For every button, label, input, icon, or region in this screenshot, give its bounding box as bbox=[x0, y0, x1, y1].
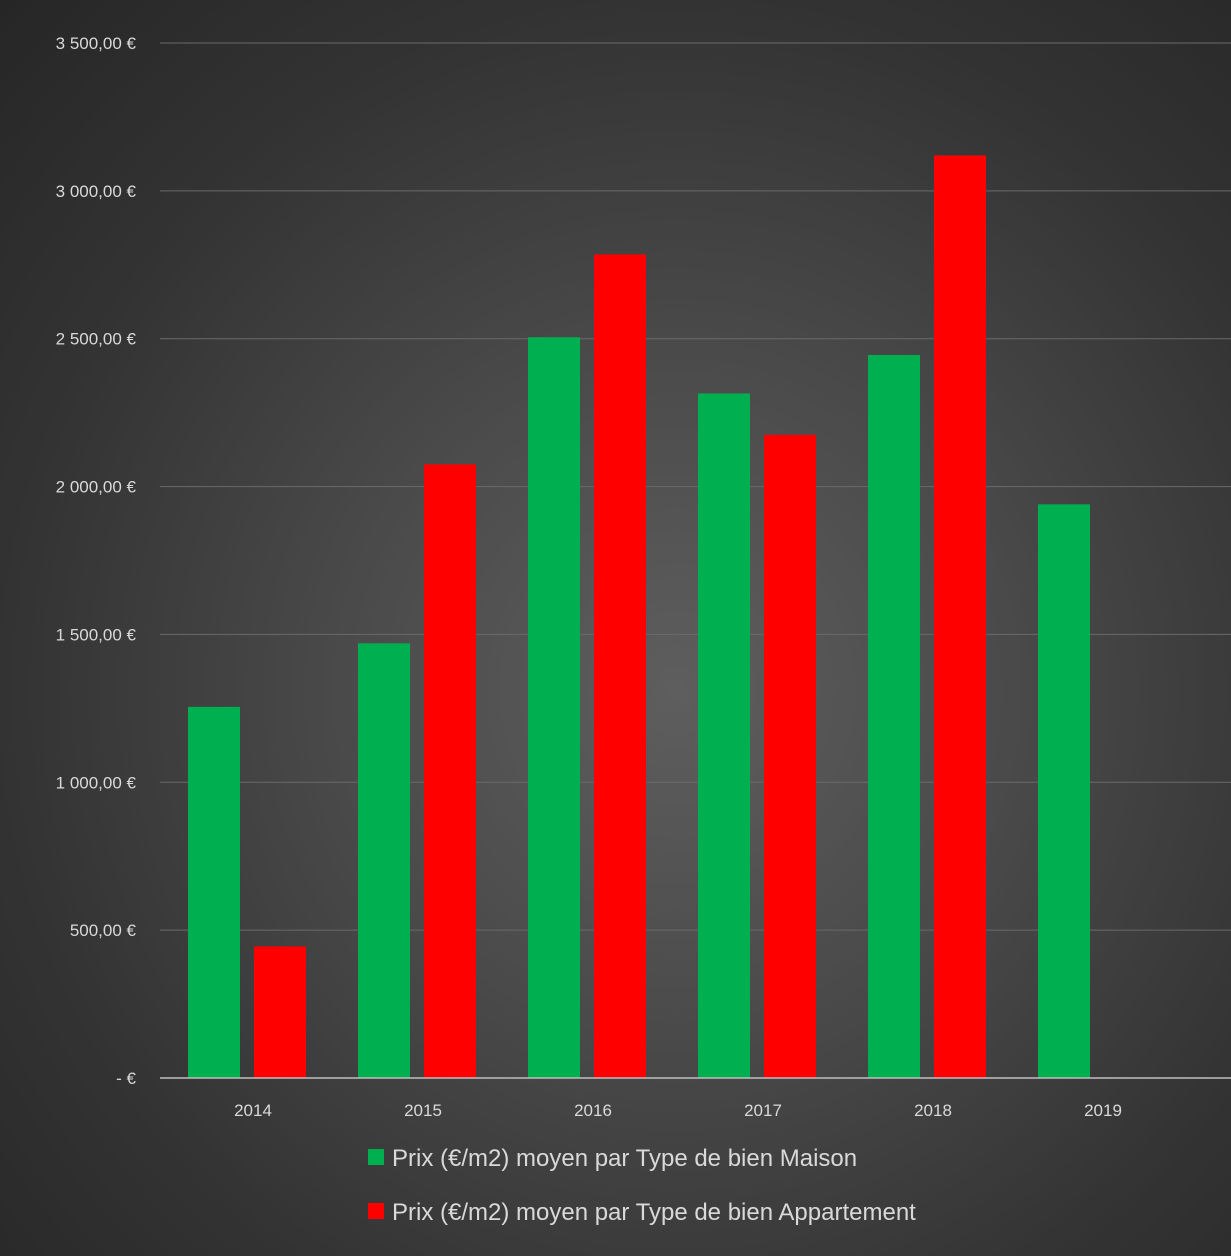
bar-maison-2014 bbox=[188, 706, 240, 1078]
gridlines bbox=[160, 42, 1231, 931]
x-tick-label: 2018 bbox=[914, 1101, 952, 1120]
legend-swatch bbox=[368, 1149, 384, 1165]
bar-appartement-2014 bbox=[254, 946, 306, 1078]
y-axis-tick-labels: - € 500,00 € 1 000,00 € 1 500,00 € 2 000,00 … bbox=[56, 34, 137, 1088]
legend-label: Prix (€/m2) moyen par Type de bien Maiso… bbox=[392, 1145, 857, 1172]
y-tick-label: 500,00 € bbox=[70, 921, 137, 940]
bar-appartement-2015 bbox=[424, 464, 476, 1079]
bar-maison-2017 bbox=[698, 393, 750, 1079]
y-tick-label: 2 000,00 € bbox=[56, 478, 137, 497]
bar-appartement-2018 bbox=[934, 155, 986, 1078]
y-tick-label: 2 500,00 € bbox=[56, 330, 137, 349]
bar-maison-2016 bbox=[528, 337, 580, 1078]
bar-maison-2018 bbox=[868, 354, 920, 1078]
x-tick-label: 2015 bbox=[404, 1101, 442, 1120]
legend: Prix (€/m2) moyen par Type de bien Maiso… bbox=[368, 1145, 916, 1226]
y-tick-label: 1 500,00 € bbox=[56, 625, 137, 644]
x-tick-label: 2019 bbox=[1084, 1101, 1122, 1120]
legend-label: Prix (€/m2) moyen par Type de bien Appar… bbox=[392, 1199, 916, 1226]
bar-appartement-2017 bbox=[764, 434, 816, 1079]
x-tick-label: 2017 bbox=[744, 1101, 782, 1120]
bar-maison-2015 bbox=[358, 643, 410, 1078]
bar-maison-2019 bbox=[1038, 504, 1090, 1078]
x-axis-tick-labels: 2014 2015 2016 2017 2018 2019 bbox=[234, 1101, 1122, 1120]
y-tick-label: 1 000,00 € bbox=[56, 773, 137, 792]
legend-swatch bbox=[368, 1203, 384, 1219]
bar-appartement-2016 bbox=[594, 254, 646, 1078]
x-tick-label: 2016 bbox=[574, 1101, 612, 1120]
y-tick-label: 3 500,00 € bbox=[56, 34, 137, 53]
x-tick-label: 2014 bbox=[234, 1101, 272, 1120]
bars bbox=[188, 155, 1090, 1079]
y-tick-label: - € bbox=[116, 1069, 136, 1088]
y-tick-label: 3 000,00 € bbox=[56, 182, 137, 201]
